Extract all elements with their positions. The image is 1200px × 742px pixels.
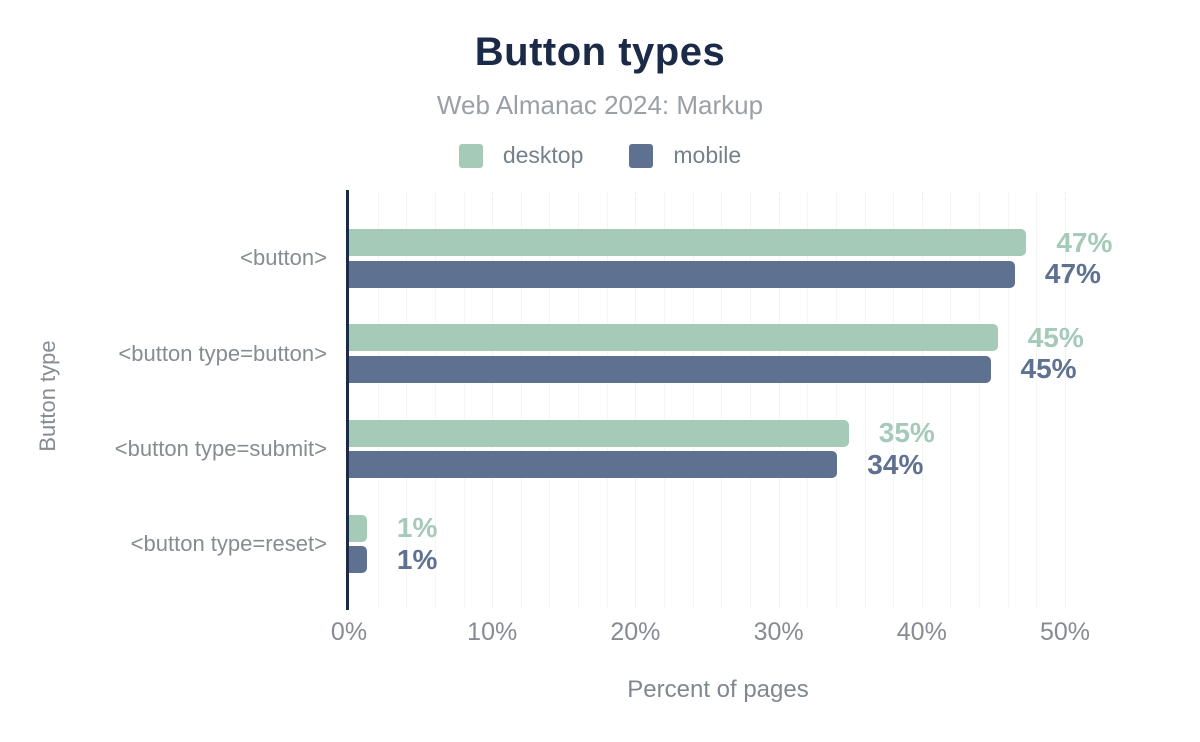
x-axis-title: Percent of pages [627,676,809,703]
bar-mobile[interactable] [349,260,1015,288]
x-tick-label: 10% [467,618,518,646]
category-label: <button type=button> [118,340,327,366]
minor-gridline [807,192,809,608]
category-label: <button type=submit> [114,435,327,461]
legend-item-desktop[interactable]: desktop [458,142,584,169]
value-label-mobile: 45% [1020,353,1077,385]
minor-gridline [950,192,952,608]
legend-label-mobile: mobile [673,142,742,168]
major-gridline [1065,192,1066,608]
bar-desktop[interactable] [349,419,849,447]
mobile-series-swatch [629,143,654,168]
minor-gridline [692,192,694,608]
legend-item-mobile[interactable]: mobile [629,142,741,169]
value-label-mobile: 1% [396,543,438,575]
chart-title: Button types [474,30,726,74]
minor-gridline [549,192,551,608]
value-label-desktop: 47% [1056,226,1113,258]
minor-gridline [979,192,981,608]
bar-mobile[interactable] [349,355,991,383]
minor-gridline [749,192,751,608]
plot-area: 47% 47% 45% 45% 35% 34% 1% 1% [346,190,1112,610]
minor-gridline [1007,192,1009,608]
legend: desktop mobile [0,142,1200,169]
x-tick-label: 50% [1039,618,1091,646]
value-label-desktop: 45% [1027,321,1084,353]
minor-gridline [578,192,580,608]
minor-gridline [520,192,522,608]
major-gridline [778,192,780,608]
value-label-mobile: 47% [1044,258,1101,289]
minor-gridline [377,192,379,608]
y-axis-line [346,190,349,610]
major-gridline [635,192,637,608]
major-gridline [492,192,494,608]
value-label-mobile: 34% [867,448,924,480]
x-tick-label: 40% [896,618,947,646]
x-tick-label: 20% [610,618,661,646]
minor-gridline [434,192,436,608]
minor-gridline [463,192,465,608]
legend-label-desktop: desktop [502,142,584,168]
value-label-desktop: 35% [878,417,935,449]
minor-gridline [864,192,866,608]
value-label-desktop: 1% [396,512,438,544]
x-tick-label: 30% [753,618,804,646]
bar-desktop[interactable] [349,324,998,352]
category-label: <button> [240,245,327,271]
bar-desktop[interactable] [349,229,1027,256]
x-tick-label: 0% [330,618,368,646]
desktop-series-swatch [458,143,483,168]
minor-gridline [1036,192,1038,608]
minor-gridline [664,192,666,608]
minor-gridline [893,192,895,608]
category-label: <button type=reset> [130,531,327,557]
bar-mobile[interactable] [349,546,367,574]
minor-gridline [606,192,608,608]
minor-gridline [721,192,723,608]
minor-gridline [835,192,837,608]
bar-mobile[interactable] [349,451,838,479]
chart-subtitle: Web Almanac 2024: Markup [436,90,764,120]
major-gridline [921,192,923,608]
bar-desktop[interactable] [349,514,367,542]
minor-gridline [406,192,408,608]
